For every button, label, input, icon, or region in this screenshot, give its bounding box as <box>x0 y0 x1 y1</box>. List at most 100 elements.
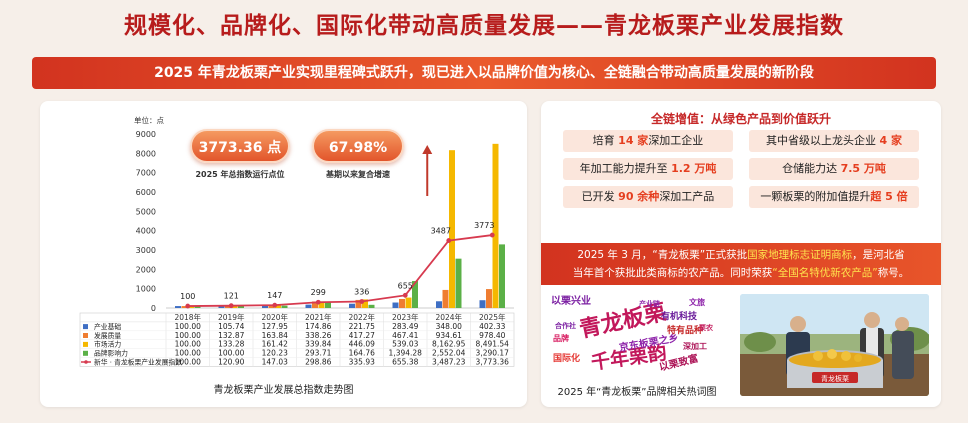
table-cell-value: 132.87 <box>218 331 244 340</box>
bar-4-6 <box>412 281 418 308</box>
y-tick-label: 4000 <box>136 227 156 236</box>
bar-2-4 <box>312 301 318 308</box>
y-tick-label: 5000 <box>136 207 156 216</box>
table-cell-value: 3,290.17 <box>476 349 510 358</box>
bar-1-4 <box>305 304 312 308</box>
bar-1-6 <box>392 302 399 308</box>
tag-highlight-value: 7.5 万吨 <box>840 162 886 175</box>
index-point-6 <box>402 292 408 298</box>
index-point-label: 336 <box>354 288 369 297</box>
table-cell-value: 446.09 <box>349 340 375 349</box>
x-category-label: 2021年 <box>305 312 332 322</box>
photo-banner-text: 青龙板栗 <box>821 374 849 383</box>
table-cell-value: 978.40 <box>479 331 505 340</box>
index-line <box>187 234 493 307</box>
x-category-label: 2024年 <box>435 312 462 322</box>
index-point-label: 3487 <box>431 227 451 236</box>
kpi-total-index-label: 2025 年总指数运行点位 <box>195 170 285 179</box>
value-chain-tag: 年加工能力提升至 1.2 万吨 <box>563 158 733 180</box>
table-cell-value: 100.00 <box>175 340 201 349</box>
tag-highlight-value: 超 5 倍 <box>870 190 908 203</box>
bar-4-3 <box>281 305 288 308</box>
index-point-label: 121 <box>224 292 239 301</box>
table-cell-value: 2,552.04 <box>432 349 466 358</box>
tag-highlight-value: 14 家 <box>618 134 649 147</box>
bar-4-4 <box>325 302 331 308</box>
table-cell-value: 335.93 <box>349 358 375 367</box>
y-tick-label: 2000 <box>136 265 156 274</box>
table-cell-value: 100.00 <box>218 349 244 358</box>
kpi-total-index-value: 3773.36 点 <box>190 129 290 163</box>
table-cell-value: 1,394.28 <box>389 349 423 358</box>
table-cell-value: 8,491.54 <box>476 340 510 349</box>
table-cell-value: 934.61 <box>436 331 462 340</box>
bar-4-1 <box>194 306 201 308</box>
word-cloud-term: 栗农 <box>699 324 713 332</box>
bar-3-8 <box>492 143 499 308</box>
bar-2-5 <box>355 299 362 308</box>
legend-swatch <box>83 341 88 347</box>
table-cell-value: 298.86 <box>305 358 331 367</box>
table-cell-value: 174.86 <box>305 322 331 331</box>
table-cell-value: 655.38 <box>392 358 418 367</box>
legend-swatch <box>83 350 88 356</box>
bar-3-7 <box>449 150 455 308</box>
table-cell-value: 161.42 <box>262 340 288 349</box>
tag-highlight-value: 90 余种 <box>618 190 660 203</box>
tag-text: 培育 <box>592 134 619 147</box>
table-cell-value: 105.74 <box>218 322 244 331</box>
table-cell-value: 163.84 <box>262 331 288 340</box>
table-cell-value: 339.84 <box>305 340 331 349</box>
bar-3-5 <box>362 299 368 308</box>
table-cell-value: 221.75 <box>349 322 375 331</box>
y-tick-label: 1000 <box>136 285 156 294</box>
tag-text: 仓储能力达 <box>782 162 841 175</box>
bar-4-7 <box>455 258 462 308</box>
y-tick-label: 6000 <box>136 188 156 197</box>
y-tick-label: 9000 <box>136 130 156 139</box>
word-cloud-term: 有机科技 <box>661 312 698 322</box>
bar-1-8 <box>479 300 486 308</box>
legend-series-name: 发展质量 <box>94 331 121 340</box>
trademark-news-banner: 2025 年 3 月，“青龙板栗”正式获批国家地理标志证明商标，是河北省 当年首… <box>541 243 941 285</box>
tag-highlight-value: 4 家 <box>879 134 902 147</box>
table-cell-value: 147.03 <box>262 358 288 367</box>
index-point-label: 299 <box>311 288 326 297</box>
table-cell-value: 417.27 <box>349 331 375 340</box>
tag-text: 年加工能力提升至 <box>579 162 672 175</box>
legend-series-name: 新华 · 青龙板栗产业发展指数 <box>94 358 182 367</box>
legend-series-name: 品牌影响力 <box>94 349 128 358</box>
legend-swatch <box>83 324 88 330</box>
legend-line-marker <box>84 360 88 364</box>
table-cell-value: 8,162.95 <box>432 340 466 349</box>
index-point-label: 655 <box>398 281 413 290</box>
value-chain-title: 全链增值：从绿色产品到价值跃升 <box>650 112 831 126</box>
kpi-cagr-label: 基期以来复合增速 <box>326 170 390 179</box>
x-category-label: 2022年 <box>348 312 375 322</box>
brand-word-cloud: 青龙板栗 千年栗韵 以栗兴业 京东板栗之乡 以栗致富 有机科技 特有品种 国际化 文旅 品牌 深加工… <box>549 295 725 377</box>
x-category-label: 2023年 <box>392 312 419 322</box>
table-cell-value: 100.00 <box>175 331 201 340</box>
bar-3-4 <box>318 301 325 308</box>
word-cloud-term: 国际化 <box>553 354 581 364</box>
subtitle-banner: 2025 年青龙板栗产业实现里程碑式跃升，现已进入以品牌价值为核心、全链融合带动… <box>32 57 936 89</box>
bar-4-5 <box>368 304 375 308</box>
bar-1-3 <box>262 305 268 308</box>
chart-title: 青龙板栗产业发展总指数走势图 <box>213 385 354 396</box>
word-cloud-term: 产业链 <box>639 300 660 308</box>
table-cell-value: 348.00 <box>436 322 462 331</box>
x-category-label: 2019年 <box>218 312 245 322</box>
value-chain-tag: 其中省级以上龙头企业 4 家 <box>749 130 919 152</box>
y-unit-label: 单位：点 <box>134 115 164 125</box>
table-cell-value: 283.49 <box>392 322 418 331</box>
bar-2-8 <box>486 289 492 308</box>
value-chain-tag: 已开发 90 余种深加工产品 <box>563 186 733 208</box>
value-chain-tag: 一颗板栗的附加值提升超 5 倍 <box>749 186 919 208</box>
word-cloud-term: 文旅 <box>689 298 705 307</box>
word-cloud-caption: 2025 年“青龙板栗”品牌相关热词图 <box>557 387 717 398</box>
index-point-label: 3773 <box>474 221 494 230</box>
chestnut-event-photo: 青龙板栗 <box>740 294 929 396</box>
table-cell-value: 100.00 <box>175 349 201 358</box>
value-chain-panel: 全链增值：从绿色产品到价值跃升 培育 14 家深加工企业 其中省级以上龙头企业 4… <box>541 101 941 407</box>
bar-2-2 <box>225 305 231 308</box>
